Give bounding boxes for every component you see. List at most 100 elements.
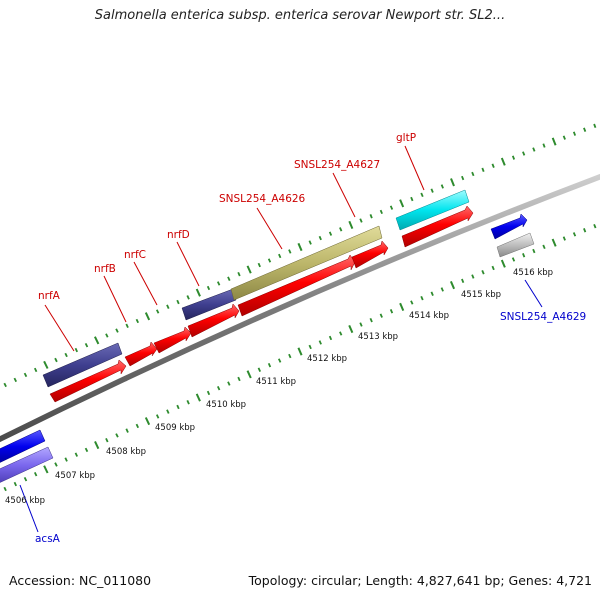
scale-tick: [115, 433, 119, 438]
scale-tick: [23, 476, 28, 482]
scale-label: 4512 kbp: [307, 354, 347, 364]
scale-tick: [43, 360, 49, 369]
scale-tick: [33, 367, 38, 373]
scale-tick: [246, 265, 252, 274]
scale-tick: [430, 188, 434, 193]
scale-tick: [115, 328, 119, 333]
scale-label: 4511 kbp: [256, 377, 296, 387]
scale-tick: [13, 377, 18, 383]
scale-tick: [389, 205, 394, 210]
feature-label-nrfA[interactable]: nrfA: [38, 290, 61, 302]
genome-summary: Topology: circular; Length: 4,827,641 bp…: [248, 573, 592, 588]
nrfA-feature[interactable]: [42, 342, 127, 403]
scale-tick: [471, 171, 475, 177]
scale-tick: [481, 167, 485, 173]
scale-tick: [420, 295, 424, 301]
feature-label-nrfC[interactable]: nrfC: [124, 249, 146, 261]
SNSL254_A4629-feature[interactable]: [490, 213, 535, 258]
scale-tick: [297, 347, 303, 356]
scale-tick: [125, 323, 129, 328]
scale-tick: [288, 249, 292, 254]
scale-labels: 4506 kbp 4507 kbp 4508 kbp 4509 kbp 4510…: [5, 268, 553, 506]
scale-tick: [13, 481, 18, 487]
scale-tick: [246, 370, 252, 379]
scale-tick: [74, 347, 79, 353]
acsA-feature[interactable]: [0, 429, 54, 483]
SNSL254_A4626-feature[interactable]: [230, 225, 383, 317]
scale-tick: [186, 295, 190, 300]
scale-tick: [84, 447, 89, 453]
scale-label: 4513 kbp: [358, 332, 398, 342]
genome-backbone: [0, 173, 600, 443]
SNSL254_A4627-feature[interactable]: [351, 240, 389, 269]
scale-tick: [84, 342, 89, 348]
feature-label-acsA[interactable]: acsA: [35, 533, 61, 545]
scale-tick: [54, 462, 58, 467]
scale-tick: [206, 285, 211, 291]
scale-label: 4506 kbp: [5, 496, 45, 506]
gltP-feature[interactable]: [395, 189, 474, 248]
nrfB-feature[interactable]: [124, 341, 158, 367]
scale-tick: [532, 248, 536, 254]
scale-tick: [572, 232, 577, 237]
scale-tick: [195, 393, 201, 402]
scale-tick: [522, 253, 526, 258]
scale-tick: [257, 262, 261, 268]
scale-tick: [420, 192, 424, 198]
scale-tick: [369, 317, 373, 323]
scale-tick: [339, 227, 343, 232]
feature-leader-lines: [19, 145, 543, 533]
feature-label-SNSL254_A4629[interactable]: SNSL254_A4629: [500, 311, 586, 323]
scale-tick: [64, 352, 68, 358]
scale-tick: [176, 299, 180, 305]
scale-tick: [542, 143, 546, 148]
scale-tick: [359, 218, 363, 223]
scale-tick: [449, 281, 456, 290]
scale-tick: [216, 386, 221, 391]
scale-tick: [461, 175, 465, 181]
scale-tick: [166, 304, 170, 309]
scale-tick: [23, 372, 28, 378]
scale-tick: [74, 452, 79, 457]
scale-tick: [94, 336, 100, 345]
scale-tick: [440, 184, 444, 189]
feature-label-SNSL254_A4626[interactable]: SNSL254_A4626: [219, 193, 306, 205]
scale-tick: [308, 344, 312, 350]
map-title: Salmonella enterica subsp. enterica sero…: [94, 8, 506, 23]
scale-tick: [216, 281, 221, 286]
scale-tick: [348, 324, 354, 334]
scale-tick: [399, 302, 405, 311]
scale-tick: [54, 357, 58, 363]
scale-tick: [186, 400, 190, 405]
scale-tick: [481, 270, 485, 275]
scale-label: 4515 kbp: [461, 290, 501, 300]
scale-tick: [410, 196, 414, 202]
scale-tick: [278, 253, 282, 259]
feature-label-gltP[interactable]: gltP: [396, 132, 416, 144]
scale-tick: [593, 123, 597, 129]
scale-tick: [348, 220, 354, 229]
scale-tick: [369, 214, 373, 219]
scale-tick: [166, 409, 170, 414]
feature-label-nrfB[interactable]: nrfB: [94, 263, 116, 275]
scale-label: 4507 kbp: [55, 471, 95, 481]
scale-tick: [328, 231, 333, 236]
nrfD-feature[interactable]: [181, 288, 240, 338]
scale-tick: [195, 288, 201, 297]
scale-tick: [43, 465, 49, 474]
scale-tick: [500, 259, 506, 268]
scale-tick: [562, 135, 566, 140]
scale-tick: [379, 209, 383, 215]
scale-tick: [267, 258, 272, 263]
scale-tick: [461, 278, 465, 284]
scale-tick: [237, 376, 241, 382]
scale-tick: [562, 236, 566, 241]
feature-label-nrfD[interactable]: nrfD: [167, 229, 190, 241]
nrfC-feature[interactable]: [153, 326, 192, 354]
scale-tick: [267, 362, 272, 368]
feature-label-SNSL254_A4627[interactable]: SNSL254_A4627: [294, 159, 380, 171]
tick-row-inner: [3, 223, 597, 492]
scale-tick: [297, 242, 303, 252]
scale-tick: [440, 287, 444, 292]
